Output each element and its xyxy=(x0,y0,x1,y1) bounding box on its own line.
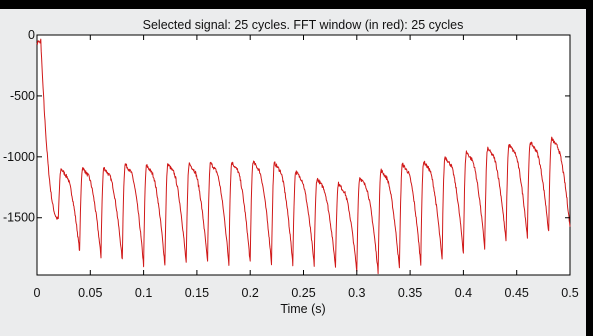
chart-title: Selected signal: 25 cycles. FFT window (… xyxy=(143,18,464,32)
x-tick-label: 0.35 xyxy=(398,286,422,300)
y-tick-label: 0 xyxy=(28,28,35,42)
window-top-border xyxy=(0,0,593,9)
signal-series-line xyxy=(36,38,571,275)
plot-area xyxy=(36,34,571,276)
y-tick-label: -1500 xyxy=(3,211,35,225)
x-tick-label: 0.2 xyxy=(242,286,259,300)
x-tick-label: 0.5 xyxy=(561,286,578,300)
x-tick-label: 0.1 xyxy=(135,286,152,300)
x-tick-label: 0.15 xyxy=(185,286,209,300)
x-tick-label: 0 xyxy=(34,286,41,300)
ticks-layer: 0 0.05 0.1 0.15 0.2 0.25 0.3 0.35 0.4 0.45 0.5 0 -50… xyxy=(3,28,579,300)
x-tick-label: 0.45 xyxy=(505,286,529,300)
y-tick-label: -500 xyxy=(10,89,35,103)
x-tick-label: 0.05 xyxy=(78,286,102,300)
x-axis-label: Time (s) xyxy=(280,302,325,316)
y-tick-label: -1000 xyxy=(3,150,35,164)
x-tick-label: 0.4 xyxy=(455,286,472,300)
x-tick-label: 0.25 xyxy=(291,286,315,300)
window-right-border xyxy=(586,0,593,336)
series-layer xyxy=(36,38,571,275)
x-tick-label: 0.3 xyxy=(348,286,365,300)
